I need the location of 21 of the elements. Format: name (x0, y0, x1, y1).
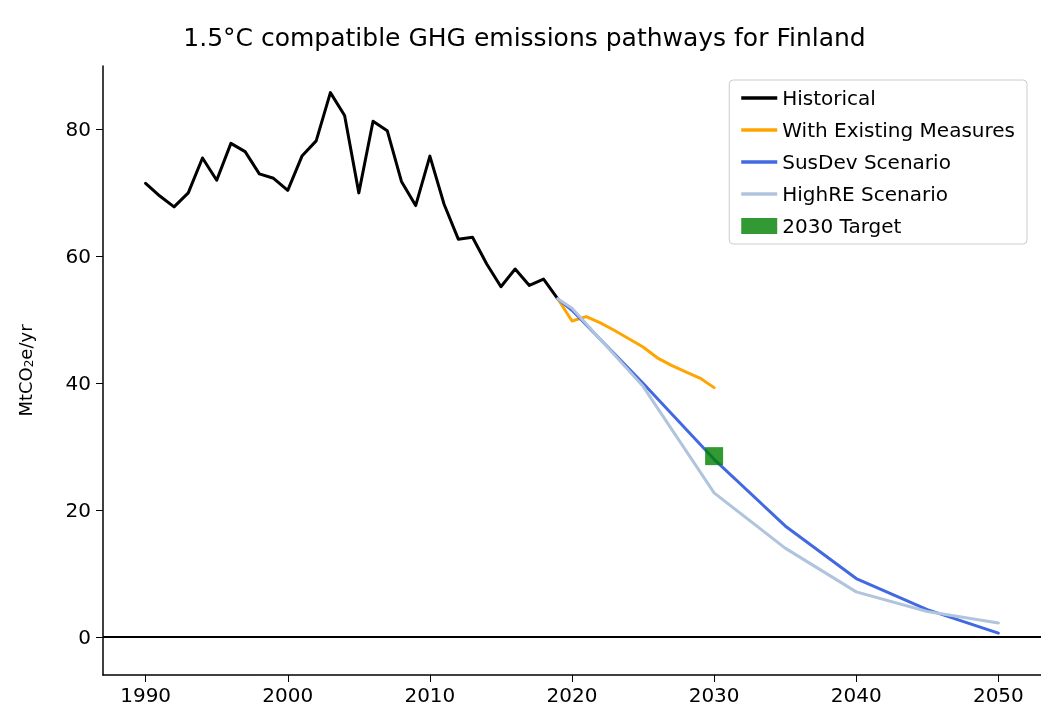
y-axis-title: MtCO2e/yr (14, 323, 36, 417)
legend-label: With Existing Measures (782, 118, 1015, 142)
x-tick-label: 2000 (262, 683, 314, 707)
legend-label: HighRE Scenario (782, 182, 949, 206)
legend-label: Historical (782, 86, 876, 110)
x-tick-label: 2040 (830, 683, 882, 707)
x-tick-label: 2010 (404, 683, 456, 707)
legend-label: SusDev Scenario (782, 150, 951, 174)
y-tick-label: 20 (65, 498, 91, 523)
legend-label: 2030 Target (782, 214, 902, 238)
y-tick-label: 0 (78, 624, 91, 649)
y-tick-label: 80 (65, 117, 91, 142)
y-tick-label: 40 (65, 371, 91, 396)
x-tick-label: 2050 (972, 683, 1024, 707)
line-series (556, 297, 716, 390)
x-tick-label: 2020 (546, 683, 598, 707)
x-tick-label: 2030 (688, 683, 740, 707)
chart-title: 1.5°C compatible GHG emissions pathways for Finland (183, 23, 866, 52)
x-tick-label: 1990 (120, 683, 172, 707)
line-series (144, 91, 560, 301)
y-tick-label: 60 (65, 244, 91, 269)
